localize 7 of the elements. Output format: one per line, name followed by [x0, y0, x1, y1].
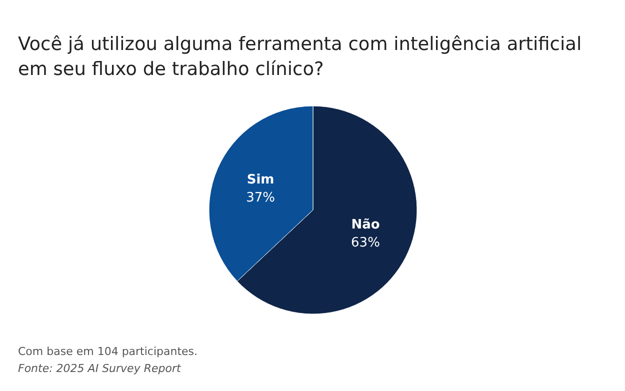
data-label: 37%: [246, 190, 275, 206]
source-note: Fonte: 2025 AI Survey Report: [18, 362, 182, 375]
chart-title: Você já utilizou alguma ferramenta com inteligência artificial em seu fluxo de trabalho clínico?: [18, 34, 582, 80]
slice-label: Não: [351, 218, 380, 233]
data-label: 63%: [351, 236, 380, 251]
slice-label: Sim: [246, 172, 274, 188]
text: Com base em 104 participantes.: [18, 345, 198, 358]
